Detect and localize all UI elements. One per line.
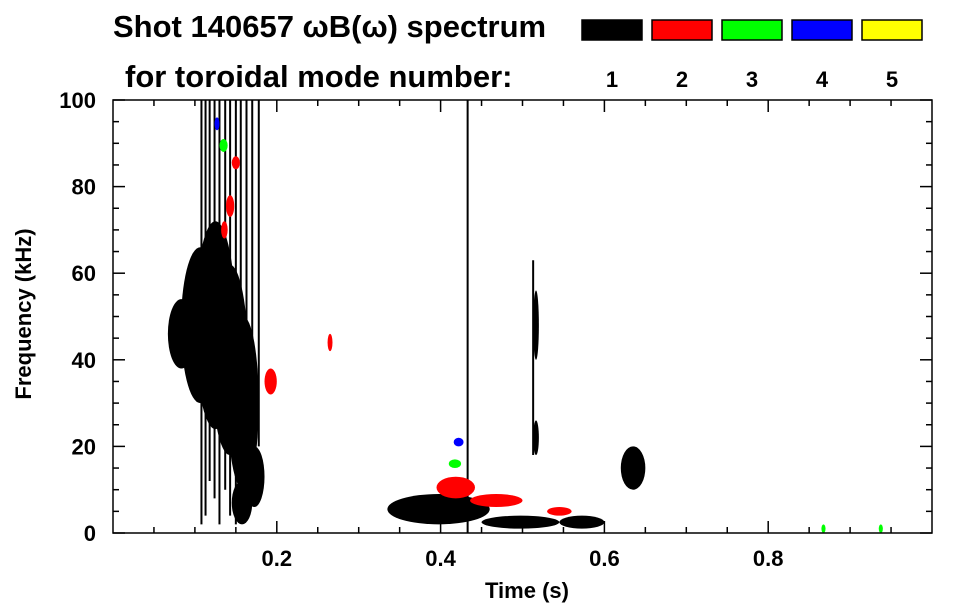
legend: 1 2 3 4 5 — [581, 19, 923, 92]
axis-ticks: 0 20 40 60 80 100 0.2 0.4 0.6 0.8 — [59, 88, 932, 571]
x-tick-label: 0.4 — [425, 546, 456, 571]
x-tick-label: 0.2 — [262, 546, 293, 571]
x-tick-label: 0.8 — [753, 546, 784, 571]
mode-3-region-1 — [219, 138, 228, 152]
legend-label-mode-3: 3 — [746, 67, 758, 92]
legend-label-mode-1: 1 — [606, 67, 618, 92]
mode-2-region-8 — [327, 333, 333, 352]
mode-1-region-13 — [620, 446, 646, 490]
legend-label-mode-5: 5 — [886, 67, 898, 92]
legend-swatch-mode-3 — [721, 19, 783, 41]
legend-swatch-mode-4 — [791, 19, 853, 41]
mode-2-region-1 — [436, 476, 475, 499]
y-axis-title: Frequency (kHz) — [11, 228, 36, 399]
plot-marks — [167, 100, 883, 533]
mode-2-region-3 — [547, 507, 572, 516]
x-tick-label: 0.6 — [589, 546, 620, 571]
y-tick-label: 40 — [72, 348, 96, 373]
legend-label-mode-2: 2 — [676, 67, 688, 92]
mode-1-region-12 — [533, 420, 539, 456]
y-tick-label: 100 — [59, 88, 96, 113]
mode-1-region-7 — [244, 446, 265, 508]
mode-3-region-3 — [821, 524, 826, 533]
legend-label-mode-4: 4 — [816, 67, 829, 92]
mode-1-region-11 — [533, 290, 539, 360]
mode-2-region-6 — [221, 221, 228, 239]
chart-title-line1: Shot 140657 ωB(ω) spectrum — [113, 9, 546, 44]
mode-4-region-2 — [214, 117, 220, 131]
x-axis-title: Time (s) — [485, 578, 569, 603]
y-tick-label: 0 — [84, 521, 96, 546]
legend-swatch-mode-2 — [651, 19, 713, 41]
mode-1-region-9 — [481, 515, 560, 529]
chart-title-line2: for toroidal mode number: — [125, 59, 513, 94]
mode-3-region-2 — [448, 459, 462, 469]
legend-swatch-mode-5 — [861, 19, 923, 41]
y-tick-label: 20 — [72, 434, 96, 459]
mode-3-region-4 — [878, 524, 883, 533]
legend-swatch-mode-1 — [581, 19, 643, 41]
mode-2-region-2 — [470, 494, 523, 508]
y-tick-label: 80 — [72, 175, 96, 200]
mode-1-region-10 — [559, 515, 605, 529]
mode-4-region-1 — [453, 437, 464, 447]
mode-2-region-7 — [264, 368, 277, 395]
mode-2-region-4 — [231, 156, 240, 170]
mode-1-region-8 — [387, 494, 490, 525]
y-tick-label: 60 — [72, 261, 96, 286]
mode-2-region-5 — [226, 195, 235, 217]
